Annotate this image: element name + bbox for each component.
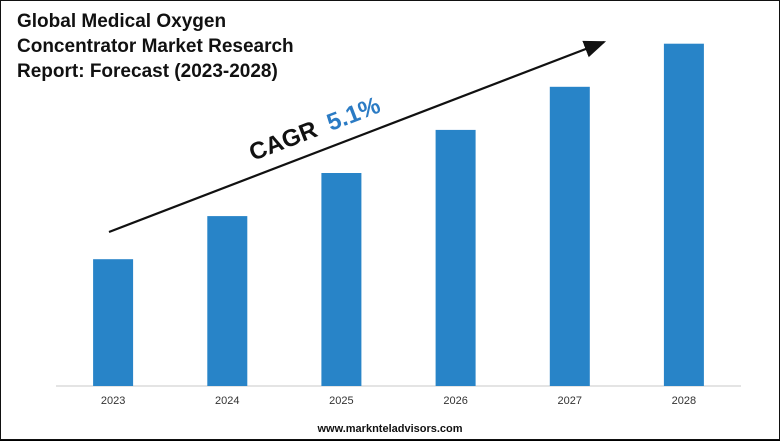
x-tick-label-2026: 2026 — [443, 395, 467, 407]
x-tick-label-2028: 2028 — [672, 395, 696, 407]
x-tick-label-2024: 2024 — [215, 395, 239, 407]
x-tick-label-2027: 2027 — [558, 395, 582, 407]
footer-website: www.marknteladvisors.com — [317, 423, 463, 435]
x-tick-label-2025: 2025 — [329, 395, 353, 407]
bar-2026 — [435, 129, 476, 386]
chart-title: Global Medical Oxygen Concentrator Marke… — [17, 11, 294, 82]
cagr-label: CAGR — [245, 116, 321, 167]
growth-arrow — [108, 40, 607, 234]
bar-2025 — [321, 173, 362, 386]
cagr-annotation: CAGR 5.1% — [245, 92, 384, 167]
bar-2027 — [549, 86, 590, 387]
bar-2028 — [663, 43, 704, 386]
bar-2023 — [93, 259, 134, 386]
bar-2024 — [207, 216, 248, 386]
x-tick-label-2023: 2023 — [101, 395, 125, 407]
